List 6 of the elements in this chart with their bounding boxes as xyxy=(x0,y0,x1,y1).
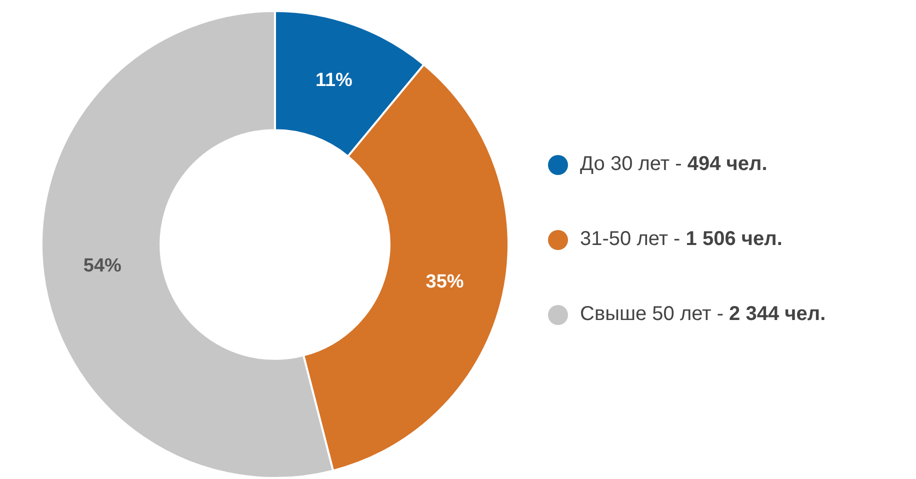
data-label: 35% xyxy=(426,272,464,293)
legend-label: Свыше 50 лет - 2 344 чел. xyxy=(580,303,826,326)
legend-label: До 30 лет - 494 чел. xyxy=(580,153,768,176)
legend-label: 31-50 лет - 1 506 чел. xyxy=(580,228,782,251)
data-label: 11% xyxy=(315,70,353,92)
data-label: 54% xyxy=(83,256,122,277)
